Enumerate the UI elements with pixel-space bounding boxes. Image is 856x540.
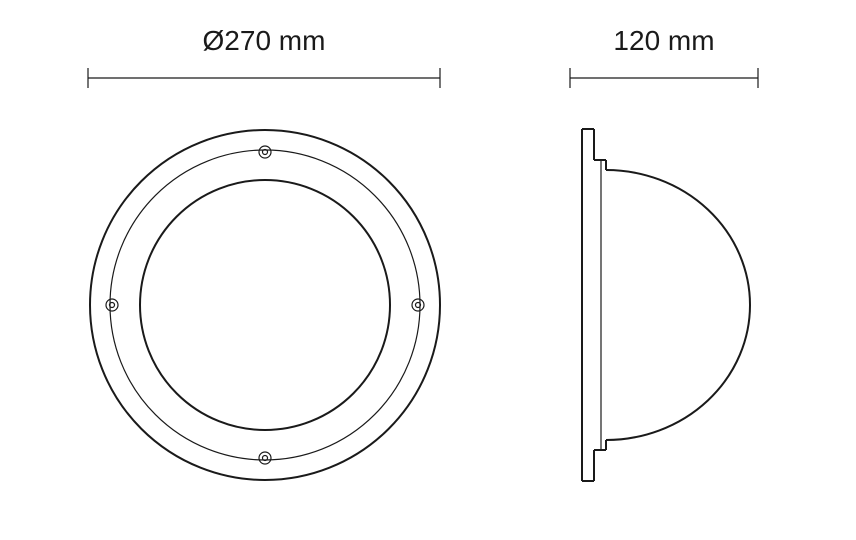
screw-outer-2 [259,452,271,464]
side-dome-arc [606,170,750,440]
front-outer-circle [90,130,440,480]
front-inner-circle [140,180,390,430]
side-depth-label: 120 mm [613,25,714,56]
front-diameter-label: Ø270 mm [203,25,326,56]
screw-outer-0 [259,146,271,158]
front-ring-circle [110,150,420,460]
screw-outer-3 [106,299,118,311]
screw-outer-1 [412,299,424,311]
technical-drawing: Ø270 mm 120 mm [0,0,856,540]
